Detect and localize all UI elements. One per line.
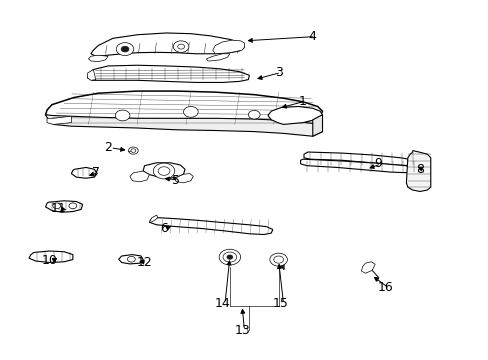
Circle shape xyxy=(248,111,260,119)
Circle shape xyxy=(128,147,138,154)
Polygon shape xyxy=(206,54,229,61)
Polygon shape xyxy=(91,33,244,56)
Circle shape xyxy=(223,252,236,262)
Polygon shape xyxy=(130,171,149,182)
Circle shape xyxy=(131,149,136,152)
Circle shape xyxy=(116,42,134,55)
Text: 16: 16 xyxy=(377,281,393,294)
Text: 10: 10 xyxy=(41,254,57,267)
Polygon shape xyxy=(361,262,374,273)
Text: 14: 14 xyxy=(214,297,230,310)
Text: 13: 13 xyxy=(234,324,249,337)
Circle shape xyxy=(269,253,287,266)
Text: 6: 6 xyxy=(160,222,168,235)
Polygon shape xyxy=(88,55,108,62)
Text: 2: 2 xyxy=(104,141,112,154)
Text: 1: 1 xyxy=(299,95,306,108)
Polygon shape xyxy=(406,150,430,192)
Circle shape xyxy=(53,203,61,209)
Text: 9: 9 xyxy=(374,157,382,170)
Polygon shape xyxy=(149,218,272,234)
Polygon shape xyxy=(300,159,415,173)
Text: 11: 11 xyxy=(50,202,66,215)
Polygon shape xyxy=(45,91,322,126)
Polygon shape xyxy=(267,107,322,125)
Text: 15: 15 xyxy=(273,297,288,310)
Polygon shape xyxy=(173,174,193,183)
Polygon shape xyxy=(47,116,71,125)
Circle shape xyxy=(219,249,240,265)
Text: 4: 4 xyxy=(308,30,316,43)
Polygon shape xyxy=(29,251,73,262)
Text: 8: 8 xyxy=(415,163,423,176)
Polygon shape xyxy=(45,201,82,212)
Polygon shape xyxy=(87,65,249,82)
Circle shape xyxy=(127,256,135,262)
Polygon shape xyxy=(45,115,322,136)
Circle shape xyxy=(177,44,184,49)
Polygon shape xyxy=(212,40,244,54)
Circle shape xyxy=(115,110,130,121)
Text: 7: 7 xyxy=(92,166,100,179)
Text: 12: 12 xyxy=(136,256,152,269)
Circle shape xyxy=(183,107,198,117)
Polygon shape xyxy=(143,163,184,178)
Polygon shape xyxy=(149,215,158,222)
Circle shape xyxy=(121,46,129,52)
Circle shape xyxy=(153,163,174,179)
Polygon shape xyxy=(71,167,97,178)
Circle shape xyxy=(158,167,169,175)
Polygon shape xyxy=(87,69,96,80)
Circle shape xyxy=(69,203,77,209)
Text: 5: 5 xyxy=(172,174,180,186)
Circle shape xyxy=(173,41,188,52)
Polygon shape xyxy=(312,115,322,136)
Polygon shape xyxy=(304,152,414,166)
Text: 3: 3 xyxy=(274,66,282,79)
Circle shape xyxy=(273,256,283,263)
Circle shape xyxy=(226,255,232,259)
Polygon shape xyxy=(119,255,143,264)
